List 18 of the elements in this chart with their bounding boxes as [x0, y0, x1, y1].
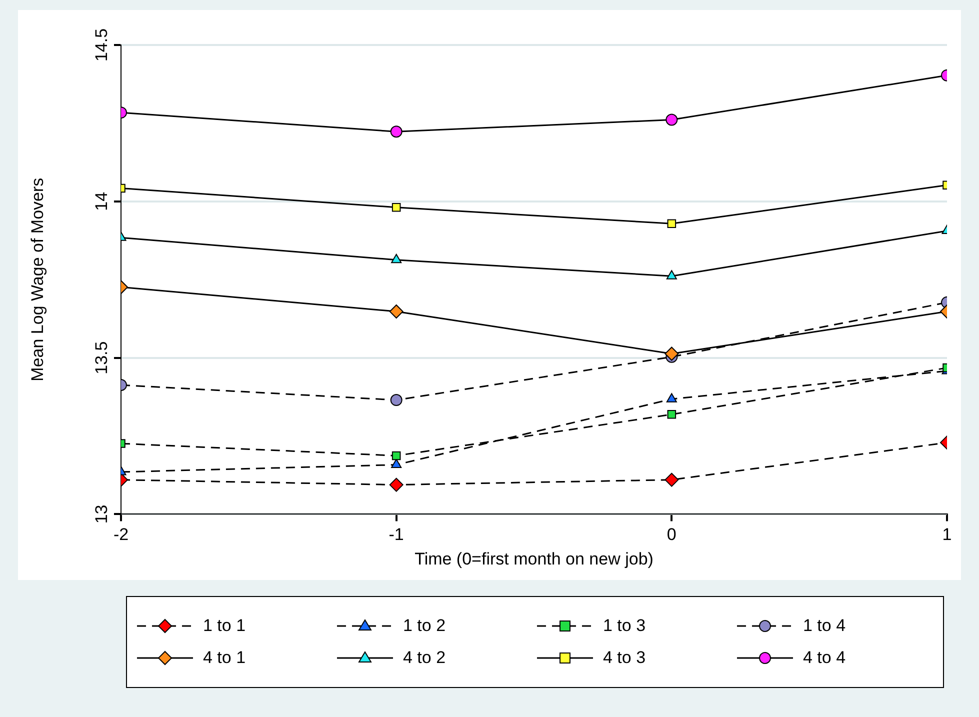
y-tick-label: 13 [92, 504, 112, 524]
y-tick-label: 14.5 [92, 28, 112, 62]
y-tick-label: 14 [92, 192, 112, 211]
legend-label: 4 to 3 [603, 648, 646, 668]
legend-label: 4 to 1 [203, 648, 246, 668]
x-tick-label: -1 [388, 525, 404, 544]
x-axis-title: Time (0=first month on new job) [414, 549, 654, 568]
legend-label: 4 to 2 [403, 648, 446, 668]
legend-label: 1 to 3 [603, 616, 646, 636]
legend-label: 1 to 2 [403, 616, 446, 636]
x-tick-label: -2 [113, 525, 129, 544]
legend-label: 1 to 4 [803, 616, 846, 636]
x-tick-label: 1 [942, 525, 952, 544]
legend-label: 1 to 1 [203, 616, 246, 636]
legend-label: 4 to 4 [803, 648, 846, 668]
y-tick-label: 13.5 [92, 341, 112, 374]
y-axis-title: Mean Log Wage of Movers [28, 178, 47, 382]
x-tick-label: 0 [666, 525, 676, 544]
